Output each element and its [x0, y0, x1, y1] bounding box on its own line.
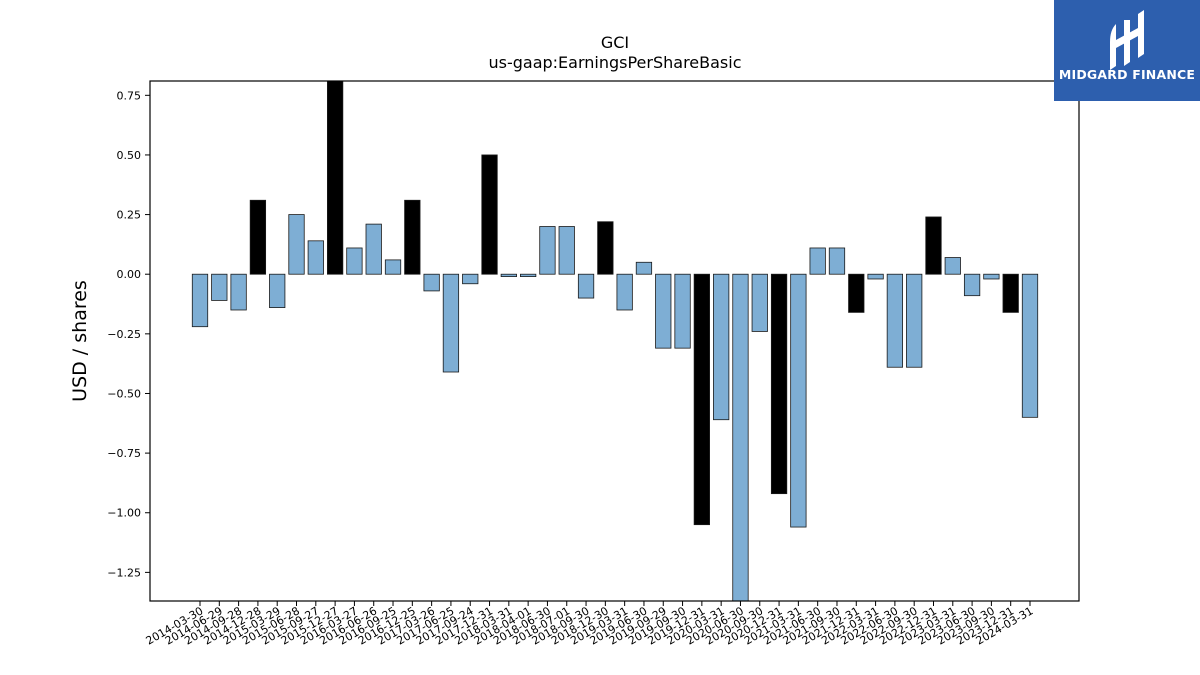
brand-logo: MIDGARD FINANCE: [1054, 0, 1200, 101]
bar-2021-09-30: [828, 247, 846, 275]
bar-2015-12-27: [326, 80, 344, 275]
bar-2021-06-30: [809, 247, 826, 275]
bar-2021-12-31: [848, 273, 865, 313]
bar-2018-09-30: [577, 273, 595, 299]
y-tick-label: −0.25: [107, 328, 141, 341]
bar-2020-06-30: [732, 273, 749, 602]
bar-2019-09-29: [655, 273, 672, 349]
y-tick-label: −0.50: [107, 387, 141, 400]
chart-subtitle: us-gaap:EarningsPerShareBasic: [488, 53, 741, 72]
bar-2018-04-01: [520, 273, 537, 277]
bar-2014-09-28: [230, 273, 247, 311]
bar-2023-09-30: [983, 273, 1000, 280]
bar-2020-09-30: [751, 273, 768, 332]
bar-2015-09-27: [307, 240, 324, 275]
bars-layer: [191, 80, 1039, 602]
bar-2020-12-31: [770, 273, 788, 495]
bar-2017-12-31: [481, 154, 498, 275]
bar-2018-07-01: [558, 226, 575, 275]
bar-2023-06-30: [963, 273, 981, 297]
y-axis-label: USD / shares: [69, 280, 91, 402]
bar-2017-09-24: [462, 273, 479, 285]
bar-2019-03-31: [616, 273, 633, 311]
bar-2020-03-31: [713, 273, 730, 421]
bar-2022-09-30: [906, 273, 923, 368]
y-tick-label: 0.75: [117, 89, 142, 102]
bar-2014-03-30: [191, 273, 209, 328]
bar-2016-09-25: [384, 259, 402, 275]
y-axis-ticks: 0.75 0.50 0.25 0.00 −0.25 −0.50 −0.75 −1.00 −1.2…: [107, 89, 150, 579]
chart-title: GCI: [601, 33, 629, 52]
bar-2018-06-30: [539, 226, 556, 275]
y-tick-label: 0.50: [117, 149, 142, 162]
bar-2018-12-30: [597, 221, 614, 275]
y-tick-label: −1.00: [107, 507, 141, 520]
bar-2023-12-31: [1002, 273, 1019, 313]
bar-2022-12-31: [925, 216, 942, 275]
y-tick-label: 0.25: [117, 209, 142, 222]
x-axis-ticks: 2014-03-302014-06-292014-09-282014-12-28…: [144, 601, 1036, 648]
y-tick-label: 0.00: [117, 268, 142, 281]
bar-2022-03-31: [867, 273, 884, 280]
bar-2022-06-30: [886, 273, 903, 368]
bar-2017-06-25: [442, 273, 460, 373]
bar-2016-12-25: [404, 199, 421, 275]
bar-2015-03-29: [269, 273, 286, 308]
midgard-logo-icon: [1110, 10, 1144, 70]
bar-2014-06-29: [211, 273, 228, 301]
bar-2021-03-31: [790, 273, 807, 528]
logo-text: MIDGARD FINANCE: [1058, 67, 1196, 82]
bar-2023-03-31: [944, 257, 961, 275]
bar-2019-09-30: [674, 273, 691, 349]
bar-2017-03-26: [423, 273, 440, 292]
bar-2016-06-26: [365, 223, 382, 275]
bar-2016-03-27: [346, 247, 363, 275]
bar-2015-06-28: [288, 214, 305, 275]
bar-2019-12-31: [693, 273, 710, 526]
bar-2014-12-28: [249, 199, 267, 275]
plot-frame: [149, 80, 1080, 602]
y-tick-label: −1.25: [107, 566, 141, 579]
bar-2018-03-31: [500, 273, 517, 277]
bar-2024-03-31: [1021, 273, 1039, 418]
bar-2019-06-30: [635, 261, 653, 275]
y-tick-label: −0.75: [107, 447, 141, 460]
